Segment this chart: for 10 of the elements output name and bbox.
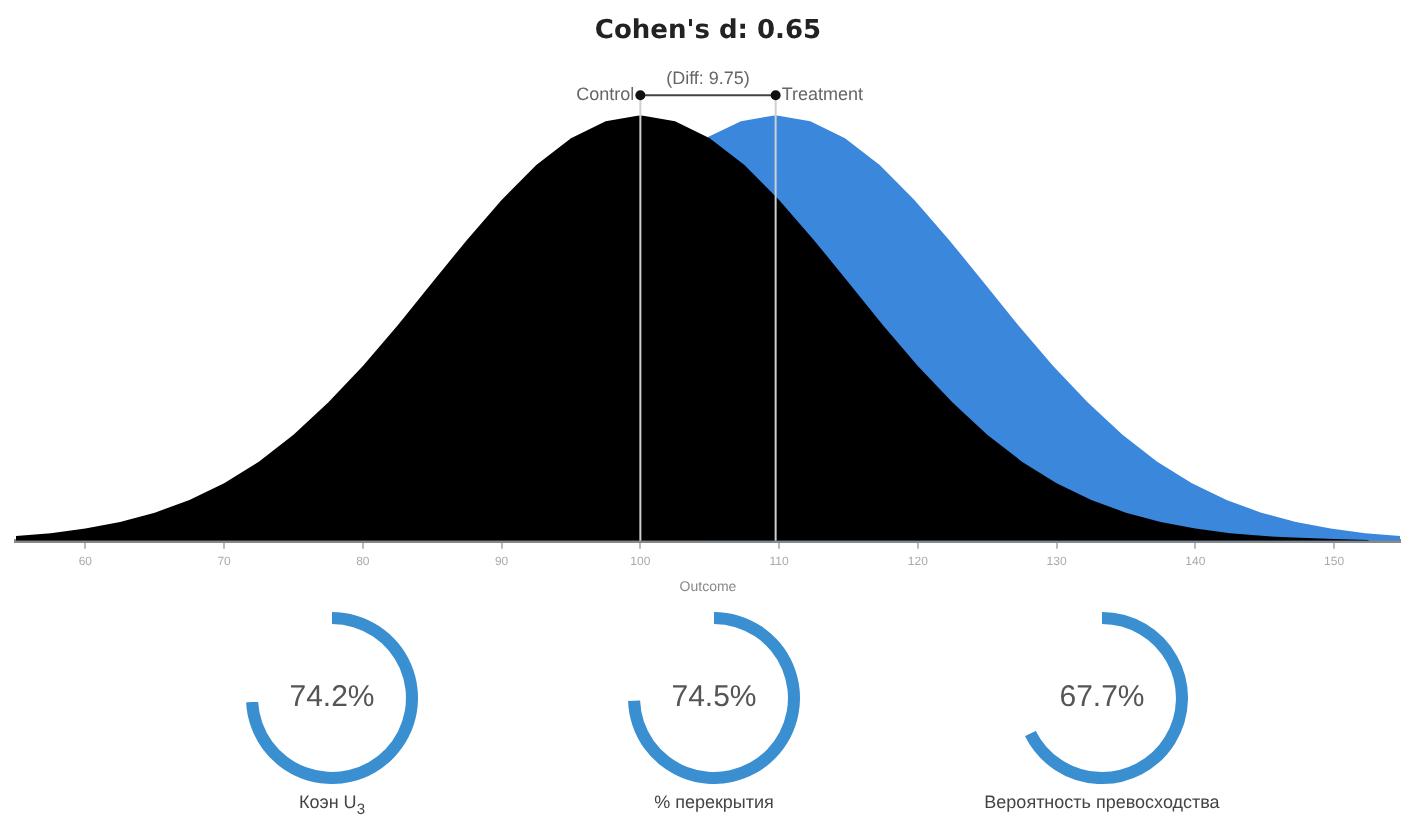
- text: Коэн U$_{3}$: [297, 792, 367, 818]
- chart-title: Cohen's d: 0.65: [594, 16, 822, 47]
- text: % перекрытия: [652, 792, 776, 812]
- ref-line-label: Control: [576, 84, 635, 105]
- text: (Diff: 9.75): [666, 68, 750, 89]
- data-label: 67.7%: [1059, 680, 1145, 715]
- ref-line-label: Treatment: [781, 84, 864, 105]
- data-label: 74.5%: [671, 680, 757, 715]
- text: Вероятность превосходства: [982, 792, 1222, 812]
- data-label: 74.2%: [289, 680, 375, 715]
